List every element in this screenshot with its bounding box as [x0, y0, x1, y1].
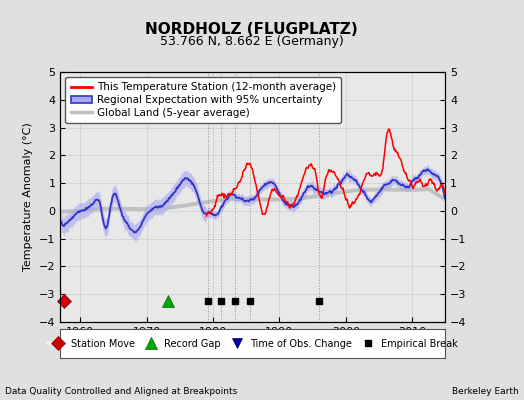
Text: 53.766 N, 8.662 E (Germany): 53.766 N, 8.662 E (Germany): [160, 35, 343, 48]
Text: NORDHOLZ (FLUGPLATZ): NORDHOLZ (FLUGPLATZ): [145, 22, 358, 37]
Y-axis label: Temperature Anomaly (°C): Temperature Anomaly (°C): [24, 123, 34, 271]
Text: Berkeley Earth: Berkeley Earth: [452, 387, 519, 396]
Text: Data Quality Controlled and Aligned at Breakpoints: Data Quality Controlled and Aligned at B…: [5, 387, 237, 396]
Legend: This Temperature Station (12-month average), Regional Expectation with 95% uncer: This Temperature Station (12-month avera…: [66, 77, 341, 123]
Legend: Station Move, Record Gap, Time of Obs. Change, Empirical Break: Station Move, Record Gap, Time of Obs. C…: [46, 336, 460, 352]
